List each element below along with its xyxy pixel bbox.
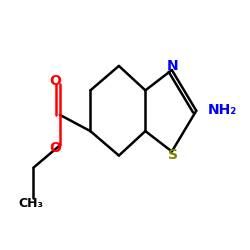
Text: O: O [49, 74, 61, 88]
Text: S: S [168, 148, 178, 162]
Text: CH₃: CH₃ [19, 197, 44, 210]
Text: N: N [167, 59, 179, 73]
Text: NH₂: NH₂ [208, 103, 237, 117]
Text: O: O [49, 142, 61, 156]
